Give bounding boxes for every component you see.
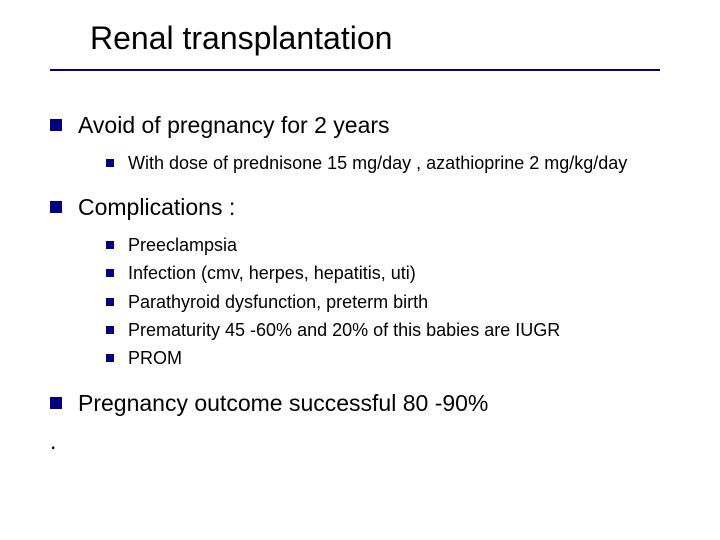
sub-bullet-text: Infection (cmv, herpes, hepatitis, uti) — [128, 261, 416, 285]
sub-bullet-text: PROM — [128, 346, 182, 370]
bullet-text: Complications : — [78, 193, 235, 223]
sub-bullet-text: Preeclampsia — [128, 233, 237, 257]
trailing-dot: . — [50, 428, 690, 455]
sub-bullet-item: Prematurity 45 -60% and 20% of this babi… — [106, 318, 690, 342]
sub-bullet-text: With dose of prednisone 15 mg/day , azat… — [128, 151, 627, 175]
square-bullet-icon — [106, 269, 114, 277]
slide: Renal transplantation Avoid of pregnancy… — [0, 0, 720, 475]
square-bullet-icon — [106, 241, 114, 249]
sub-bullet-text: Parathyroid dysfunction, preterm birth — [128, 290, 428, 314]
sub-bullet-item: PROM — [106, 346, 690, 370]
bullet-item: Pregnancy outcome successful 80 -90% — [50, 389, 690, 419]
square-bullet-icon — [106, 159, 114, 167]
square-bullet-icon — [50, 119, 62, 131]
bullet-item: Complications : — [50, 193, 690, 223]
square-bullet-icon — [106, 326, 114, 334]
sub-bullet-item: With dose of prednisone 15 mg/day , azat… — [106, 151, 690, 175]
square-bullet-icon — [106, 354, 114, 362]
square-bullet-icon — [50, 201, 62, 213]
title-underline — [50, 69, 660, 71]
sub-bullet-text: Prematurity 45 -60% and 20% of this babi… — [128, 318, 560, 342]
sub-bullet-item: Parathyroid dysfunction, preterm birth — [106, 290, 690, 314]
bullet-text: Pregnancy outcome successful 80 -90% — [78, 389, 488, 419]
square-bullet-icon — [50, 397, 62, 409]
sub-bullet-item: Infection (cmv, herpes, hepatitis, uti) — [106, 261, 690, 285]
square-bullet-icon — [106, 298, 114, 306]
slide-title: Renal transplantation — [90, 20, 690, 57]
bullet-text: Avoid of pregnancy for 2 years — [78, 111, 390, 141]
sub-bullet-item: Preeclampsia — [106, 233, 690, 257]
bullet-item: Avoid of pregnancy for 2 years — [50, 111, 690, 141]
